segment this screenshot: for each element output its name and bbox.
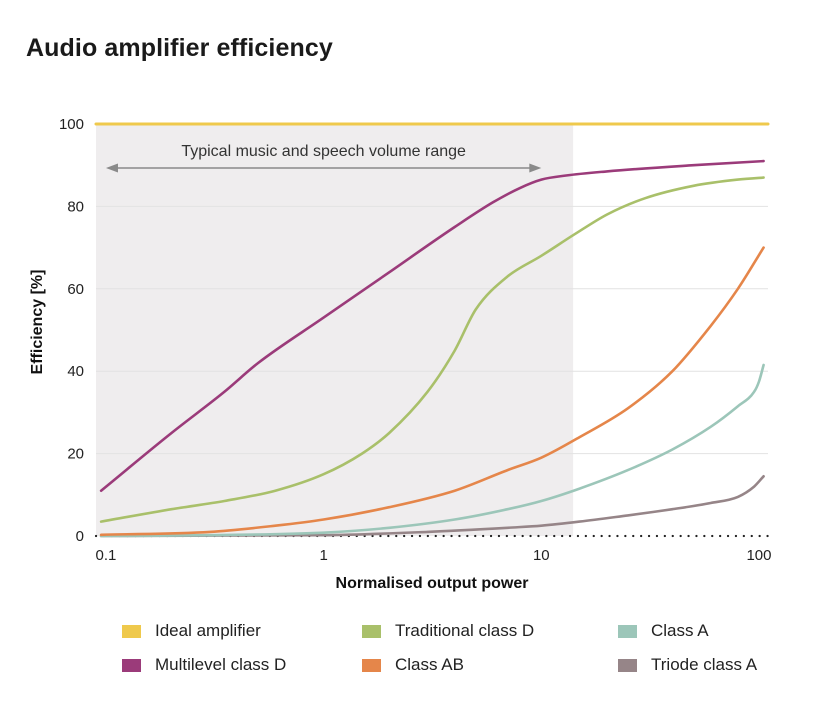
y-tick-label: 80 [67,198,84,215]
legend-item: Triode class A [618,652,757,678]
legend-label: Traditional class D [395,621,535,640]
x-tick-labels: 0.1 1 10 100 [96,547,772,564]
chart-title: Audio amplifier efficiency [26,34,333,62]
series-line-traditional-class-d [99,176,765,523]
legend-item: Multilevel class D [122,652,286,678]
legend-swatch [122,624,141,638]
series-line-class-ab [99,246,765,537]
series-line-triode-class-a [99,475,765,538]
x-tick-label: 10 [533,547,550,564]
series-lines [94,122,770,538]
y-tick-label: 0 [76,528,84,545]
y-tick-label: 100 [59,116,84,133]
legend-swatch [618,658,637,672]
legend-label: Triode class A [651,655,758,674]
x-tick-label: 1 [319,547,327,564]
range-annotation-label: Typical music and speech volume range [181,143,466,160]
legend-item: Traditional class D [362,618,534,644]
x-axis-title: Normalised output power [336,575,529,592]
y-tick-labels: 0 20 40 60 80 100 [59,116,84,545]
legend-item: Class AB [362,652,464,678]
range-arrow-right-head [529,163,542,173]
legend-swatch [618,624,637,638]
y-axis-title: Efficiency [%] [29,270,46,375]
legend-item: Class A [618,618,709,644]
legend-label: Class A [651,621,709,640]
chart-plot-area: 0 20 40 60 80 100 0.1 1 10 100 Typical music and… [29,116,772,592]
x-tick-label: 0.1 [96,547,117,564]
range-arrow-left-head [105,163,118,173]
legend-label: Multilevel class D [155,655,287,674]
y-tick-label: 40 [67,363,84,380]
legend-swatch [362,658,381,672]
legend-label: Ideal amplifier [155,621,261,640]
legend-swatch [362,624,381,638]
legend-swatch [122,658,141,672]
series-line-class-a [99,363,765,538]
legend-label: Class AB [395,655,464,674]
legend-item: Ideal amplifier [122,618,261,644]
range-annotation: Typical music and speech volume range [105,143,542,173]
y-tick-label: 20 [67,446,84,463]
series-line-multilevel-class-d [99,159,765,492]
typical-range-shading [96,124,574,536]
grid-lines [96,123,768,455]
y-tick-label: 60 [67,281,84,298]
x-tick-label: 100 [746,547,771,564]
